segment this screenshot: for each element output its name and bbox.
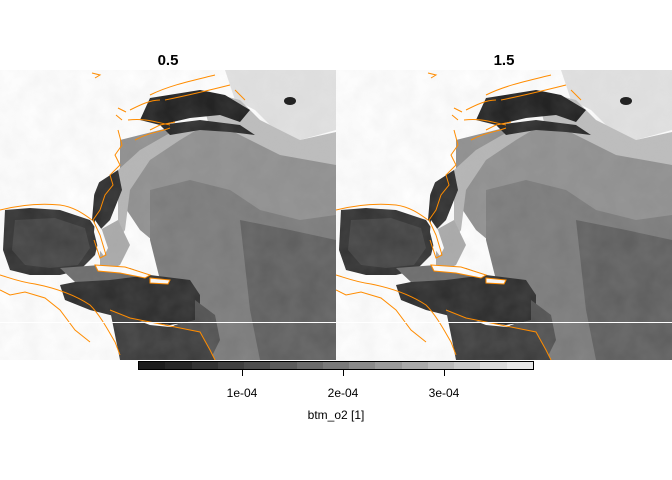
panel-divider — [0, 322, 672, 323]
map-panel-left — [0, 70, 336, 360]
colorbar-tick-label-1: 1e-04 — [226, 386, 258, 400]
colorbar-title: btm_o2 [1] — [307, 408, 365, 422]
colorbar-tick-label-2: 2e-04 — [327, 386, 359, 400]
map-panel-right — [336, 70, 672, 360]
colorbar-tick-1 — [242, 370, 243, 376]
colorbar — [138, 361, 534, 370]
panel-title-right: 1.5 — [493, 52, 515, 69]
colorbar-tick-3 — [444, 370, 445, 376]
colorbar-tick-label-3: 3e-04 — [428, 386, 460, 400]
colorbar-tick-2 — [343, 370, 344, 376]
panel-title-left: 0.5 — [157, 52, 179, 69]
